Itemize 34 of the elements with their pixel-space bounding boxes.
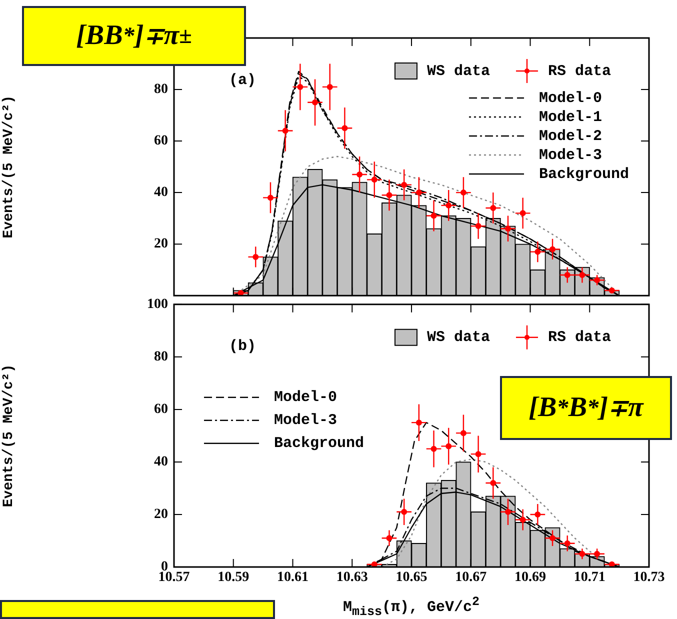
legend-label: Model-2 [539,128,602,145]
y-tick-label: 20 [154,236,168,252]
x-tick-label: 10.67 [455,570,487,586]
legend-label: WS data [426,62,490,80]
x-tick-label: 10.59 [218,570,250,586]
y-tick-label: 40 [154,185,168,200]
legend-label: Model-3 [274,412,338,430]
legend-label: WS data [426,329,490,346]
legend-label: RS data [548,329,612,346]
legend-label: RS data [548,62,612,80]
y-tick-label: 100 [147,297,168,312]
x-tick-label: 10.73 [633,570,665,586]
y-axis-title: Events/(5 MeV/c²) [0,364,17,508]
y-axis-title: Events/(5 MeV/c²) [0,95,17,238]
legend-label: Model-0 [274,389,338,406]
y-tick-label: 20 [154,507,168,522]
legend-label: Background [539,166,630,183]
annotation: (b) [229,338,256,356]
y-tick-label: 80 [154,350,168,365]
legend-label: Model-3 [539,146,602,164]
x-axis-title: M$_{miss}$(π), GeV/c$^{2}$ [343,595,480,619]
x-tick-label: 10.69 [514,570,546,586]
legend-label: Background [274,435,364,452]
legend-label: Model-1 [539,108,602,126]
legend-label: Model-0 [539,90,602,107]
x-tick-label: 10.71 [574,570,606,586]
y-tick-label: 80 [154,82,168,98]
x-tick-label: 10.63 [336,570,368,586]
y-tick-label: 40 [154,454,168,470]
x-tick-label: 10.65 [396,570,428,586]
y-tick-label: 60 [154,134,168,149]
y-tick-label: 60 [154,402,168,418]
x-tick-label: 10.61 [277,570,308,586]
annotation: (a) [229,72,256,89]
